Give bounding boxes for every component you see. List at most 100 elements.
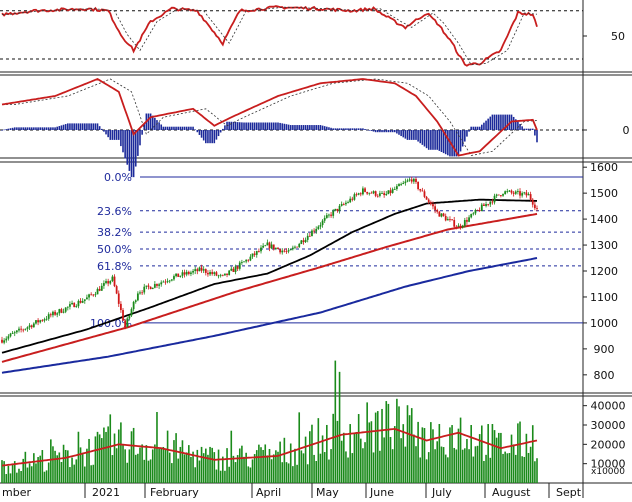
candle-body <box>147 285 150 287</box>
macd-hist-bar <box>351 128 354 130</box>
volume-bar <box>514 454 517 483</box>
volume-bar <box>508 452 511 483</box>
candle-body <box>149 286 152 290</box>
candle-body <box>211 272 214 274</box>
price-tick-label: 1500 <box>590 187 618 200</box>
macd-hist-bar <box>321 125 324 130</box>
candle-body <box>247 259 250 261</box>
candle-body <box>81 300 84 303</box>
macd-hist-bar <box>444 130 447 155</box>
macd-hist-bar <box>190 126 192 130</box>
volume-bar <box>376 411 379 483</box>
macd-hist-bar <box>20 127 22 130</box>
macd-hist-bar <box>315 125 318 130</box>
month-label: July <box>431 486 452 498</box>
macd-hist-bar <box>531 128 534 130</box>
candle-body <box>204 269 207 273</box>
volume-bar <box>179 446 182 483</box>
macd-hist-bar <box>470 126 472 130</box>
volume-bar <box>321 435 324 483</box>
volume-bar <box>94 436 97 483</box>
macd-hist-bar <box>83 123 86 130</box>
macd-hist-bar <box>255 122 258 130</box>
candle-body <box>336 208 339 211</box>
macd-hist-bar <box>168 126 171 130</box>
macd-hist-bar <box>28 127 31 130</box>
macd-hist-bar <box>425 130 428 149</box>
volume-bar <box>24 451 27 483</box>
volume-bar <box>64 449 67 483</box>
candle-body <box>436 210 439 212</box>
volume-bar <box>20 471 22 483</box>
ma-black-line <box>1 198 537 354</box>
volume-tick-label: 10000 <box>591 458 626 471</box>
volume-bar <box>41 450 44 483</box>
candle-body <box>230 268 233 271</box>
macd-hist-bar <box>194 129 196 131</box>
candle-body <box>387 190 390 194</box>
volume-bar <box>9 473 12 483</box>
macd-hist-bar <box>383 130 385 133</box>
macd-hist-bar <box>58 126 61 130</box>
macd-hist-bar <box>60 125 63 130</box>
month-label: June <box>369 486 394 498</box>
candle-body <box>54 311 56 315</box>
price-tick-label: 1100 <box>590 291 618 304</box>
candle-body <box>527 194 530 196</box>
candle-body <box>113 276 116 287</box>
macd-hist-bar <box>353 128 356 130</box>
macd-hist-bar <box>258 122 260 130</box>
macd-hist-bar <box>173 126 175 130</box>
volume-bar <box>37 457 39 483</box>
volume-bar <box>427 452 430 483</box>
macd-hist-bar <box>79 123 82 130</box>
macd-hist-bar <box>39 127 42 130</box>
volume-bar <box>529 446 532 483</box>
candle-body <box>306 235 309 240</box>
volume-bar <box>107 426 109 483</box>
volume-bar <box>338 371 341 483</box>
candle-body <box>294 246 296 248</box>
candle-body <box>160 282 163 285</box>
macd-hist-bar <box>260 122 262 130</box>
volume-bar <box>217 449 220 483</box>
candle-body <box>466 220 468 222</box>
macd-hist-bar <box>54 127 56 130</box>
rsi-panel <box>0 5 583 67</box>
candle-body <box>353 194 356 200</box>
rsi-line <box>1 5 538 67</box>
macd-hist-bar <box>132 130 135 178</box>
candle-body <box>77 300 80 307</box>
volume-bar <box>466 439 468 483</box>
candle-body <box>86 297 88 300</box>
candle-body <box>533 204 536 209</box>
macd-hist-bar <box>442 130 445 154</box>
macd-hist-bar <box>294 125 296 130</box>
volume-bar <box>389 436 392 483</box>
candle-body <box>5 338 8 341</box>
candle-body <box>302 240 305 243</box>
candle-body <box>224 273 226 276</box>
macd-hist-bar <box>338 128 341 130</box>
candle-body <box>370 192 373 194</box>
volume-bar <box>251 459 254 483</box>
volume-bar <box>30 466 33 483</box>
candle-body <box>196 269 199 272</box>
candle-body <box>417 181 420 190</box>
volume-bar <box>207 454 209 483</box>
macd-hist-bar <box>177 126 180 130</box>
volume-bar <box>379 450 381 483</box>
candle-body <box>531 199 534 205</box>
candle-body <box>404 181 407 183</box>
candle-body <box>389 190 392 193</box>
candle-body <box>30 325 33 328</box>
macd-hist-bar <box>527 128 530 130</box>
candle-body <box>262 245 265 248</box>
candle-body <box>313 230 315 232</box>
volume-bar <box>130 431 133 483</box>
macd-hist-bar <box>483 122 485 130</box>
macd-hist-bar <box>200 130 203 138</box>
candle-body <box>357 193 360 195</box>
macd-hist-bar <box>207 130 209 144</box>
